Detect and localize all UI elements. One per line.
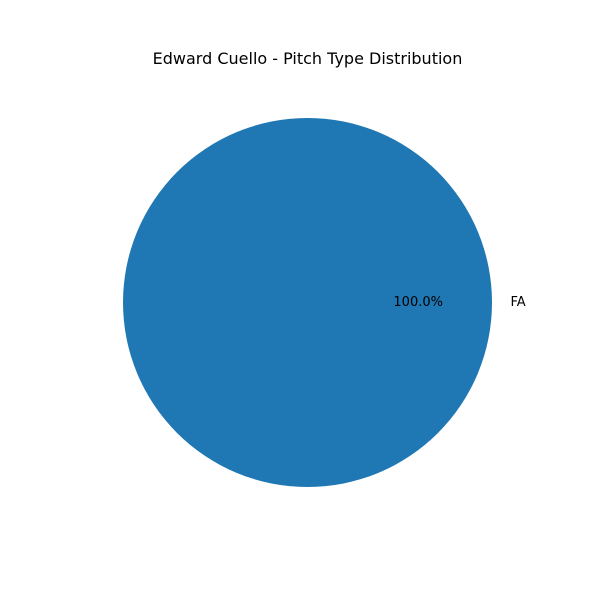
pie-slice-fa — [123, 118, 492, 487]
chart-title: Edward Cuello - Pitch Type Distribution — [153, 49, 463, 68]
pie-category-label: FA — [510, 295, 525, 310]
pie-percent-label: 100.0% — [393, 295, 443, 310]
pie-labels: FA 100.0% — [393, 295, 525, 310]
pie-slices — [123, 118, 492, 487]
